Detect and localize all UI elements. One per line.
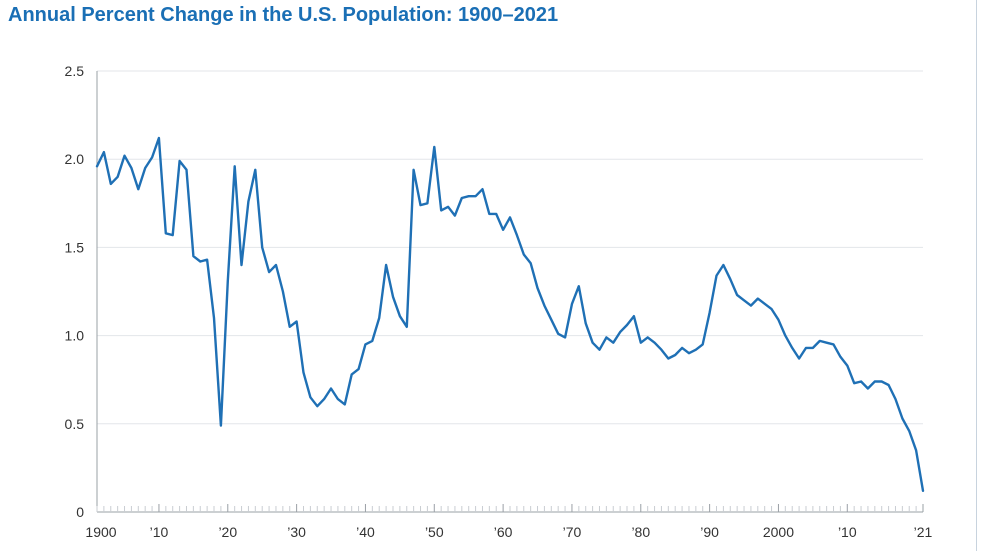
x-tick-label-9: ’90 [700, 524, 719, 540]
x-axis-tick-labels: 1900 ’10 ’20 ’30 ’40 ’50 ’60 ’70 ’80 ’90 2000 ’10 ’2… [85, 524, 932, 540]
frame-divider [976, 0, 977, 551]
y-tick-label-3: 1.5 [65, 239, 85, 255]
x-tick-label-11: ’10 [838, 524, 857, 540]
axes [96, 71, 923, 513]
x-tick-label-6: ’60 [494, 524, 513, 540]
x-tick-label-7: ’70 [563, 524, 582, 540]
x-tick-label-8: ’80 [631, 524, 650, 540]
x-tick-label-12: ’21 [914, 524, 933, 540]
y-tick-label-1: 0.5 [65, 416, 85, 432]
x-tick-label-2: ’20 [218, 524, 237, 540]
x-tick-label-0: 1900 [85, 524, 116, 540]
x-axis-ticks [96, 504, 924, 512]
chart-title: Annual Percent Change in the U.S. Popula… [8, 4, 559, 26]
x-tick-label-1: ’10 [150, 524, 169, 540]
y-axis-tick-labels: 0 0.5 1.0 1.5 2.0 2.5 [65, 63, 85, 520]
x-tick-label-5: ’50 [425, 524, 444, 540]
y-tick-label-4: 2.0 [65, 151, 85, 167]
y-tick-label-0: 0 [76, 504, 84, 520]
x-tick-label-4: ’40 [356, 524, 375, 540]
series-line-population-change [95, 136, 925, 492]
x-tick-label-10: 2000 [763, 524, 794, 540]
grid-lines [97, 70, 923, 425]
x-tick-label-3: ’30 [287, 524, 306, 540]
y-tick-label-2: 1.0 [65, 328, 85, 344]
y-tick-label-5: 2.5 [65, 63, 85, 79]
